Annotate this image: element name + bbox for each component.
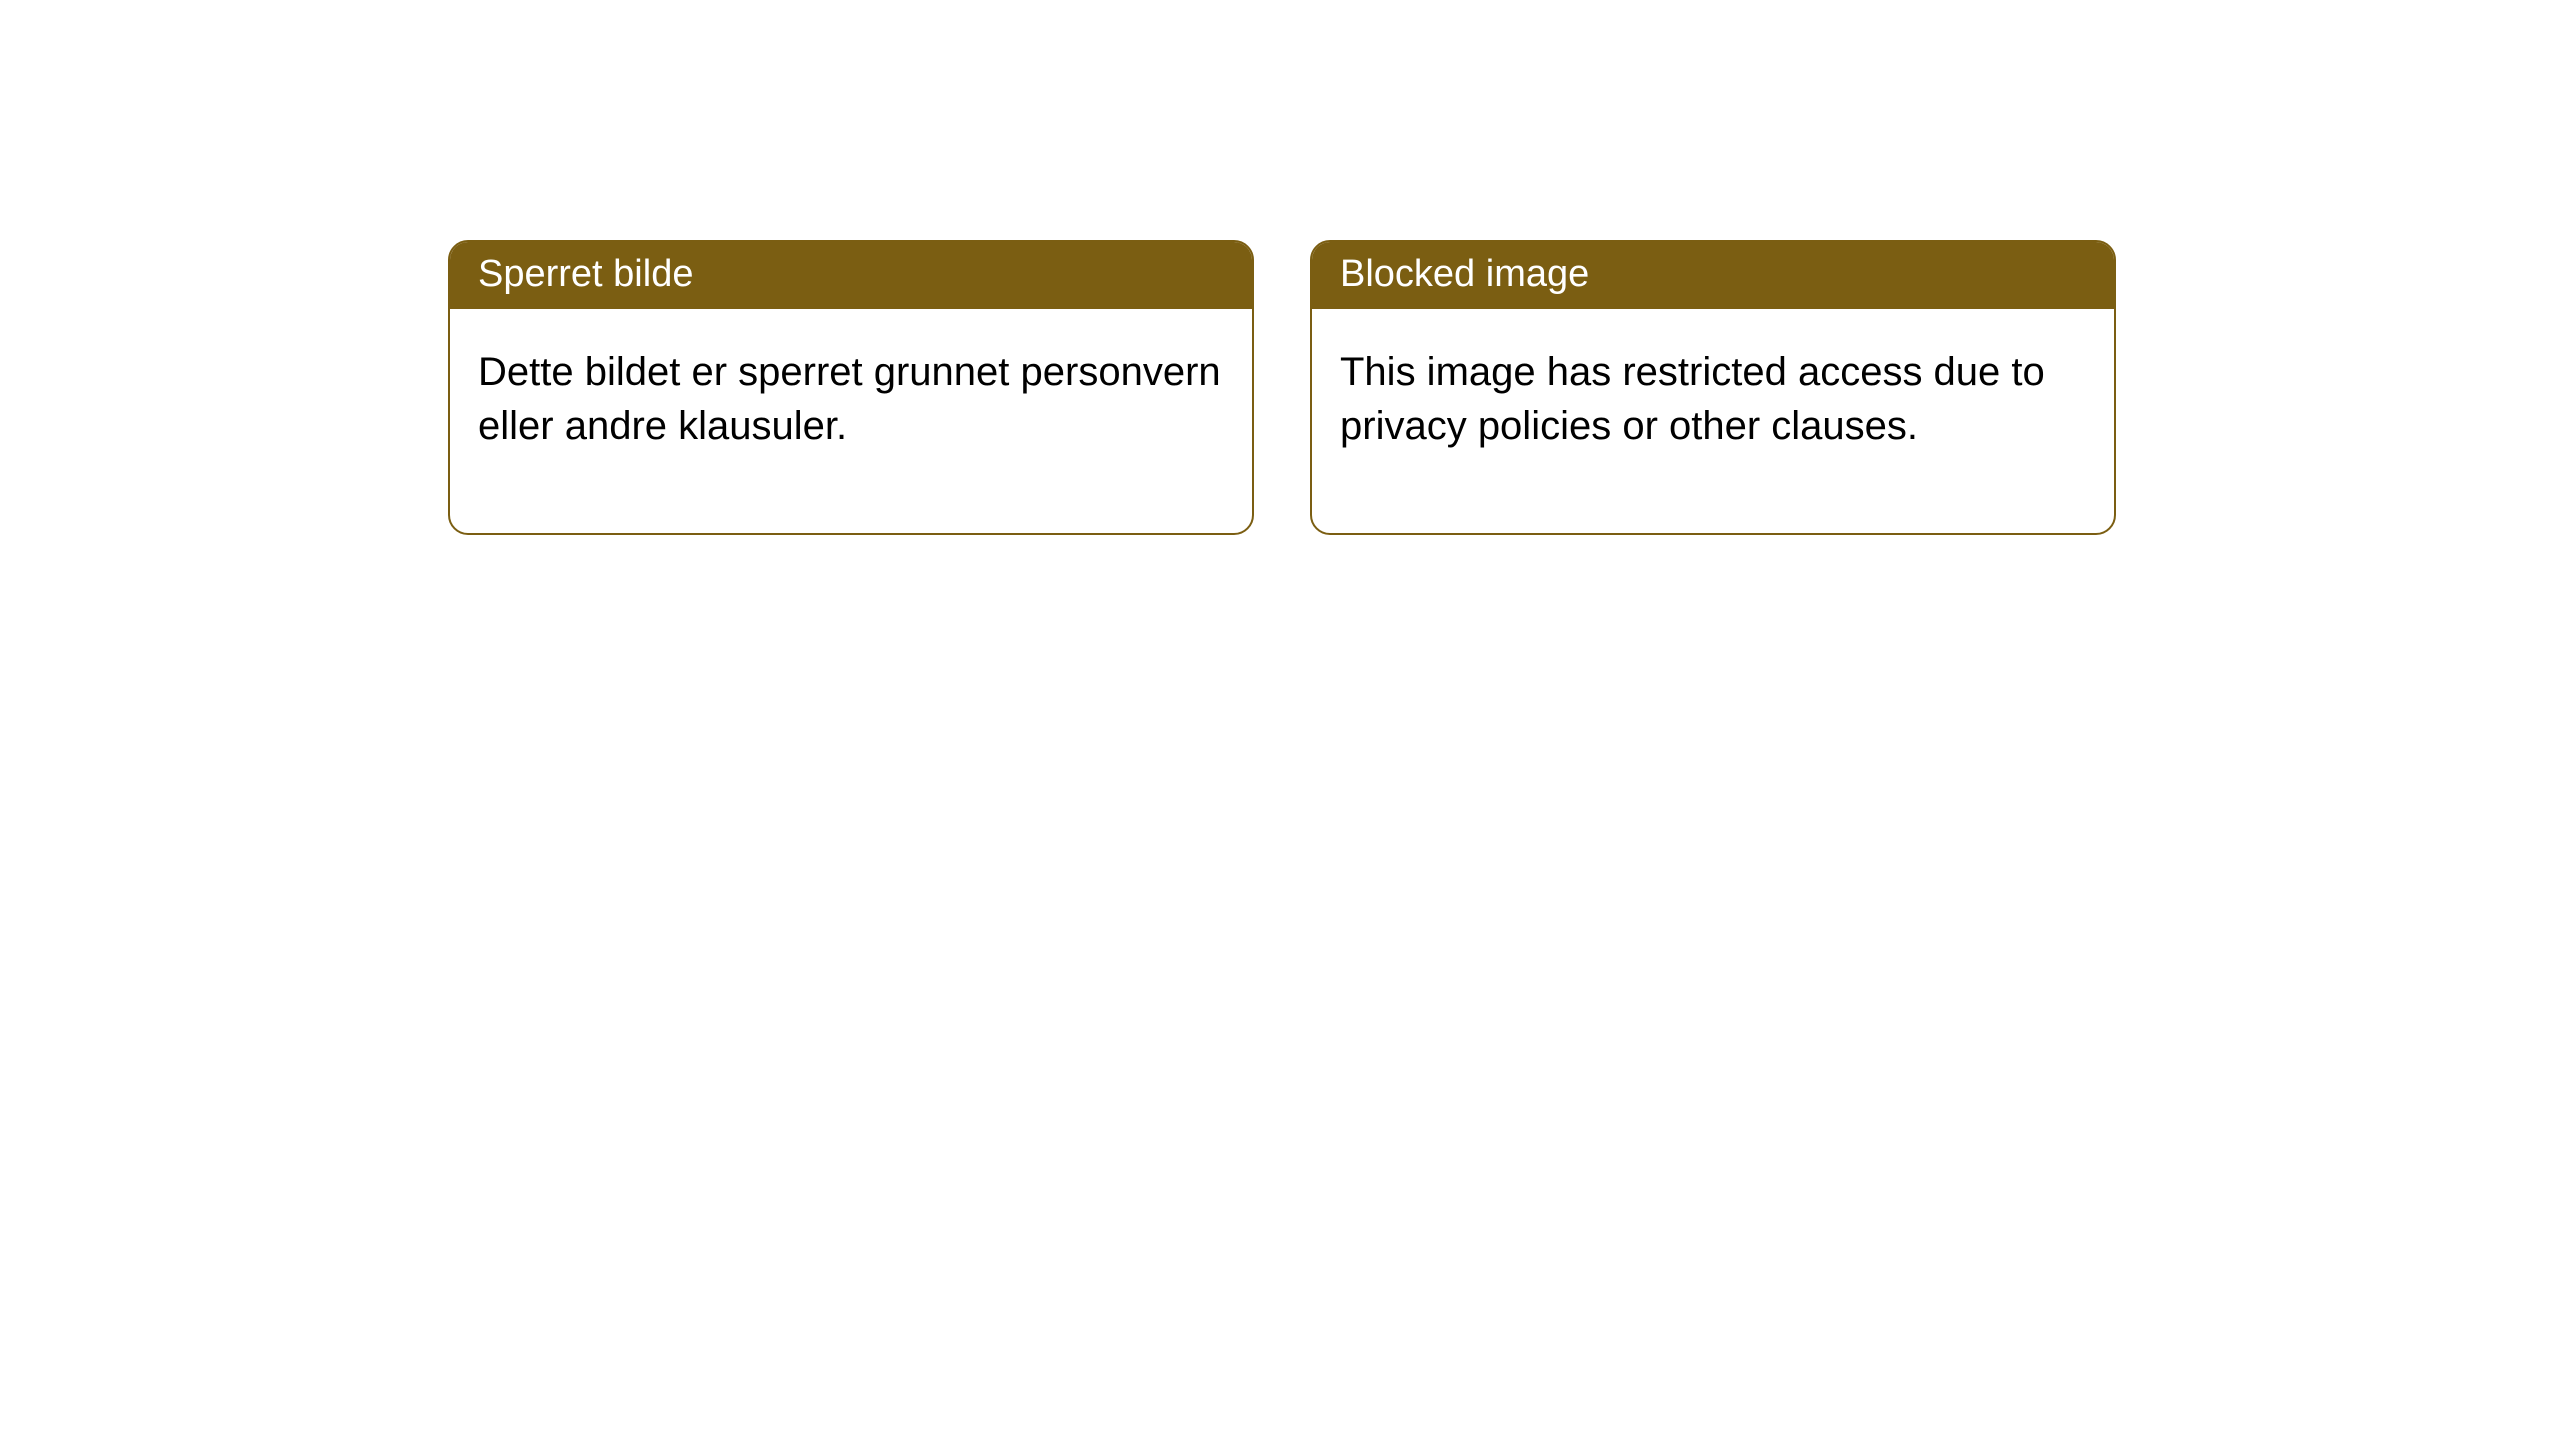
notice-header: Blocked image [1312, 242, 2114, 309]
notice-body-text: This image has restricted access due to … [1340, 350, 2045, 448]
notice-title: Blocked image [1340, 253, 1589, 295]
notice-box-english: Blocked image This image has restricted … [1310, 240, 2116, 535]
notice-body-text: Dette bildet er sperret grunnet personve… [478, 350, 1221, 448]
notice-title: Sperret bilde [478, 253, 693, 295]
notice-container: Sperret bilde Dette bildet er sperret gr… [0, 0, 2560, 535]
notice-body: Dette bildet er sperret grunnet personve… [450, 309, 1252, 533]
notice-box-norwegian: Sperret bilde Dette bildet er sperret gr… [448, 240, 1254, 535]
notice-body: This image has restricted access due to … [1312, 309, 2114, 533]
notice-header: Sperret bilde [450, 242, 1252, 309]
